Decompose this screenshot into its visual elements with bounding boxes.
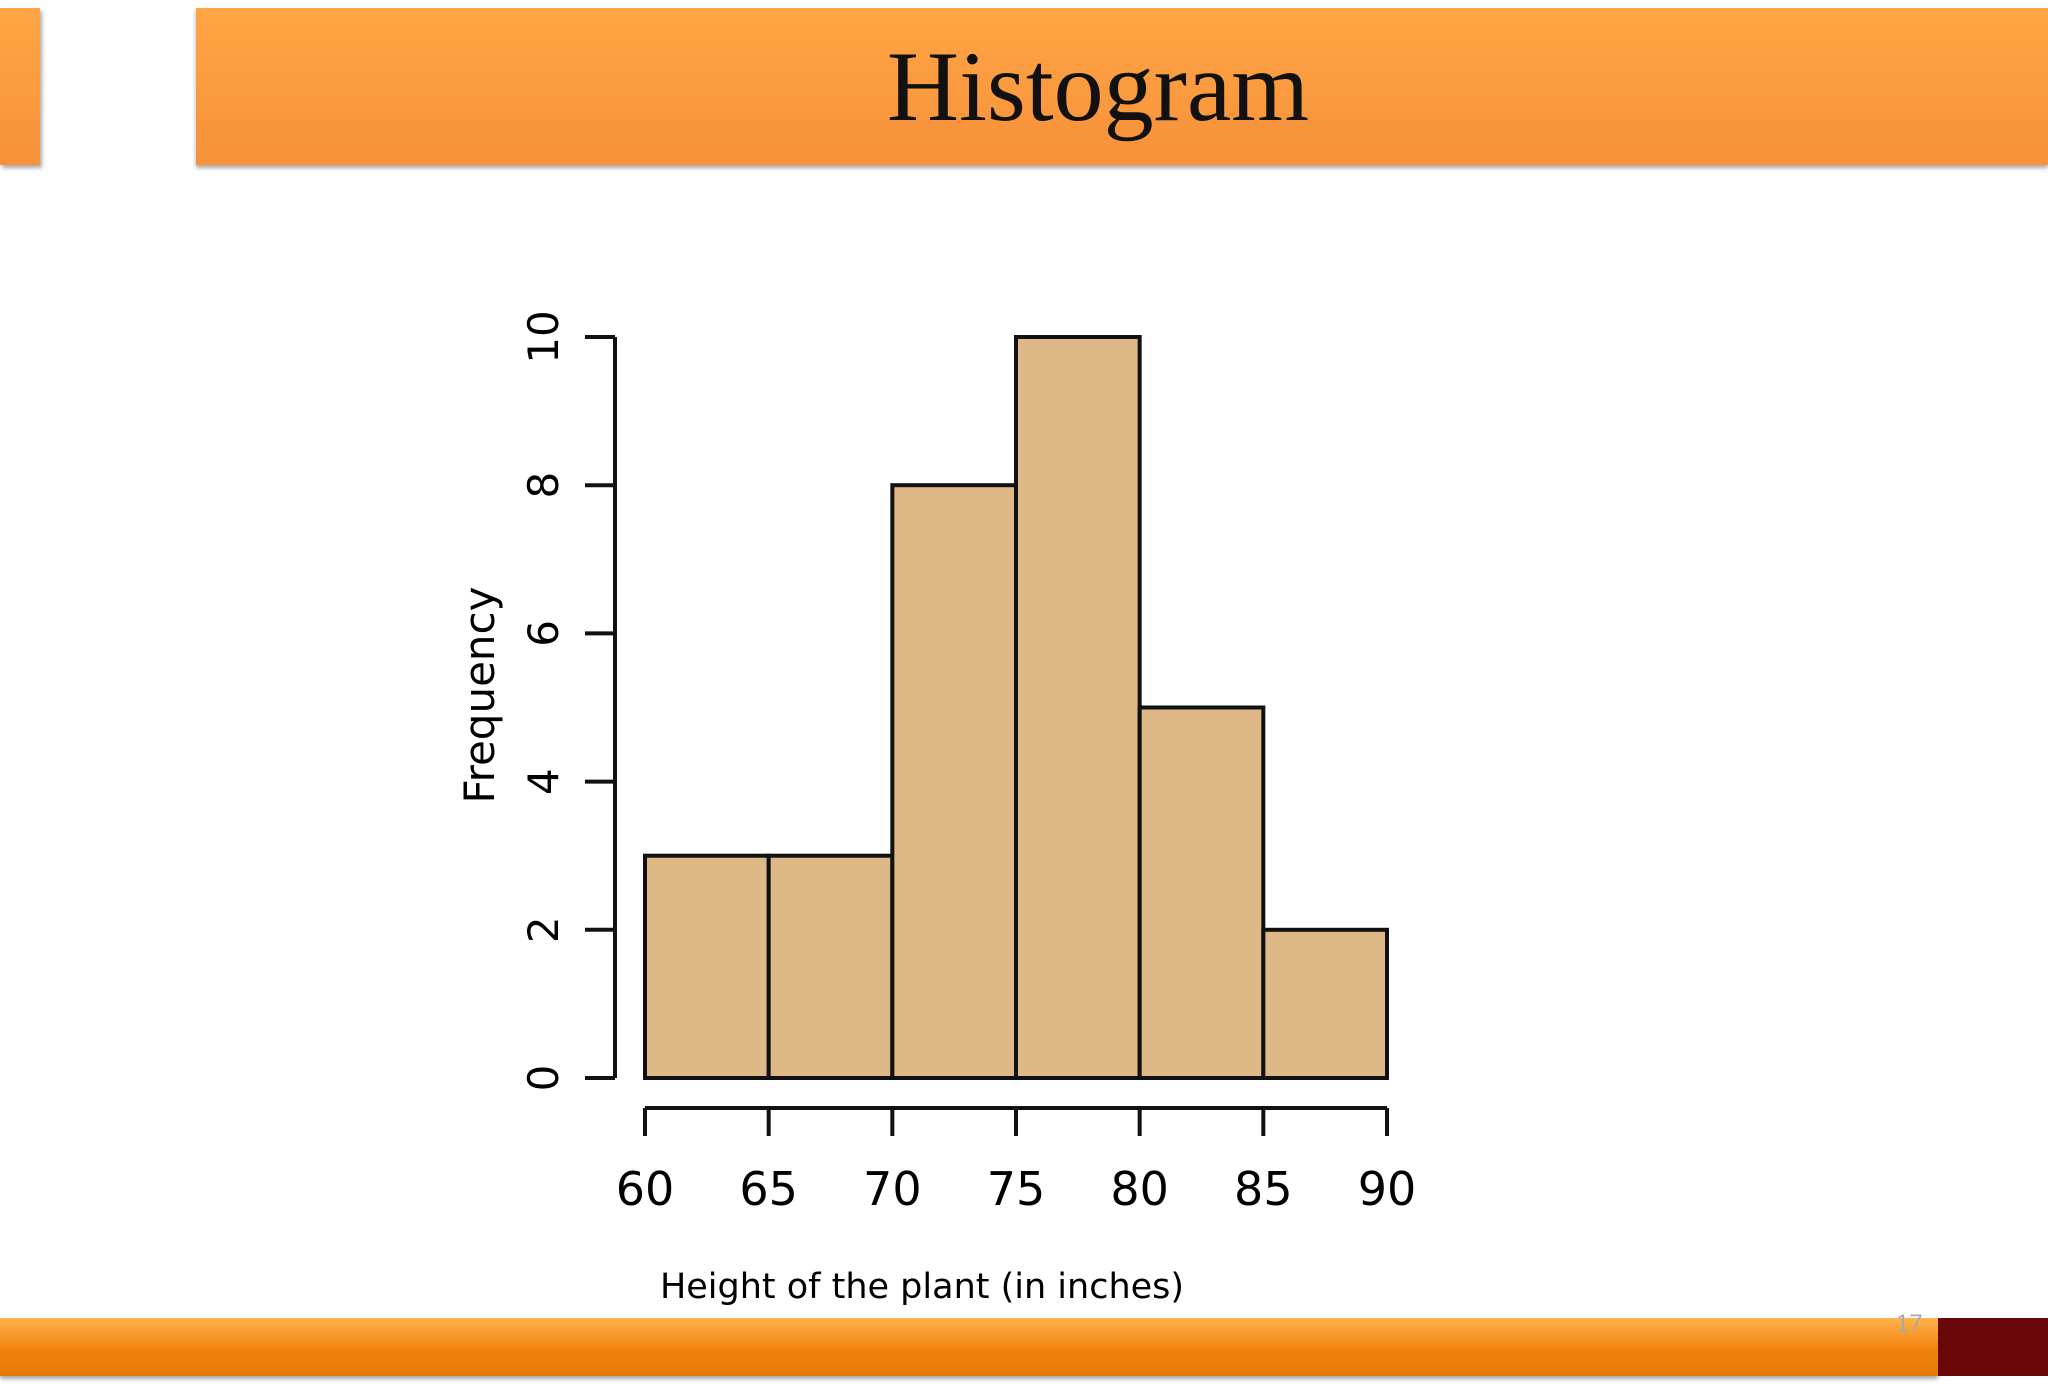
y-tick-label-6: 6	[519, 620, 568, 647]
x-tick-label-60: 60	[616, 1162, 675, 1216]
left-tab-decoration	[0, 8, 40, 165]
x-tick-label-75: 75	[987, 1162, 1046, 1216]
y-tick-label-4: 4	[519, 768, 568, 795]
y-axis-label: Frequency	[455, 587, 504, 804]
histogram-bar-60-65	[643, 853, 771, 1081]
page-number: 17	[1896, 1310, 1923, 1337]
x-tick-label-65: 65	[739, 1162, 798, 1216]
x-tick-label-80: 80	[1110, 1162, 1169, 1216]
y-tick-label-10: 10	[519, 310, 568, 363]
slide-title: Histogram	[886, 30, 1310, 142]
footer-bar	[0, 1318, 1938, 1376]
footer-accent-block	[1938, 1318, 2048, 1376]
histogram-bar-75-80	[1014, 335, 1142, 1080]
y-tick-label-0: 0	[519, 1065, 568, 1092]
x-tick-label-70: 70	[863, 1162, 922, 1216]
x-axis: 60 65 70 75 80 85 90	[616, 1106, 1417, 1216]
y-tick-label-2: 2	[519, 916, 568, 943]
histogram-bar-65-70	[766, 853, 895, 1081]
x-tick-label-90: 90	[1358, 1162, 1417, 1216]
title-banner: Histogram	[196, 8, 2048, 165]
histogram-bar-80-85	[1137, 705, 1266, 1080]
histogram-bar-70-75	[890, 483, 1018, 1080]
histogram-bars	[643, 335, 1390, 1081]
histogram-bar-85-90	[1261, 927, 1390, 1080]
x-tick-label-85: 85	[1234, 1162, 1293, 1216]
y-tick-label-8: 8	[519, 472, 568, 499]
y-axis: 0 2 4 6 8 10	[519, 310, 617, 1092]
x-axis-label: Height of the plant (in inches)	[660, 1267, 1184, 1307]
